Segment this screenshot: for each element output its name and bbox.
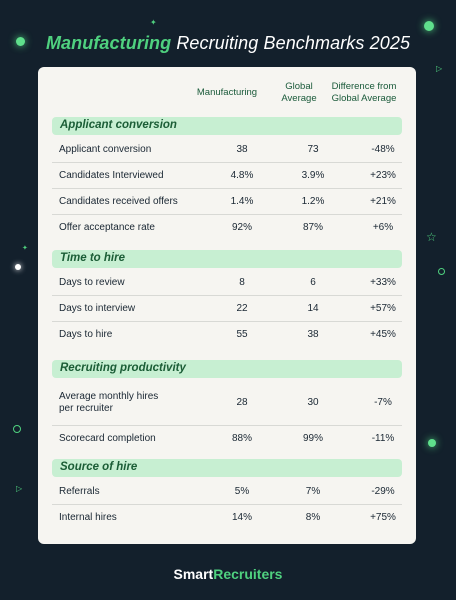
difference-value: +21%: [370, 195, 396, 207]
difference-value: +45%: [370, 328, 396, 340]
difference-value: -29%: [371, 485, 395, 497]
row-label: Offer acceptance rate: [59, 221, 155, 233]
row-label: Average monthly hires per recruiter: [59, 390, 159, 414]
manufacturing-value: 55: [236, 328, 248, 340]
manufacturing-value: 4.8%: [230, 169, 254, 181]
table-row: Scorecard completion 88% 99% -11%: [52, 426, 402, 451]
manufacturing-value: 8: [239, 276, 245, 288]
decor-glow-dot: [428, 439, 436, 447]
section-header: Time to hire: [52, 250, 402, 268]
global-value: 14: [307, 302, 319, 314]
global-value: 87%: [302, 221, 323, 233]
manufacturing-value: 14%: [231, 511, 252, 523]
table-row: Applicant conversion 38 73 -48%: [52, 137, 402, 163]
table-row: Average monthly hires per recruiter 28 30 -…: [52, 380, 402, 426]
row-label: Days to interview: [59, 302, 136, 314]
section-header: Applicant conversion: [52, 117, 402, 135]
column-header-manufacturing: Manufacturing: [196, 87, 258, 98]
row-label: Candidates received offers: [59, 195, 178, 207]
table-row: Internal hires 14% 8% +75%: [52, 505, 402, 530]
row-label: Candidates Interviewed: [59, 169, 164, 181]
column-header-global: Global Average: [281, 81, 317, 104]
page-title: Manufacturing Recruiting Benchmarks 2025: [0, 33, 456, 54]
manufacturing-value: 28: [236, 396, 248, 408]
global-value: 30: [307, 396, 319, 408]
table-row: Offer acceptance rate 92% 87% +6%: [52, 215, 402, 240]
brand-recruiters: Recruiters: [213, 566, 283, 582]
row-label: Referrals: [59, 485, 100, 497]
decor-sparkle-icon: ✦: [22, 245, 28, 252]
decor-ring: [13, 425, 21, 433]
row-label: Days to hire: [59, 328, 113, 340]
difference-value: +75%: [370, 511, 396, 523]
section-title: Time to hire: [60, 252, 125, 264]
global-value: 6: [310, 276, 316, 288]
difference-value: +23%: [370, 169, 396, 181]
section-header: Recruiting productivity: [52, 360, 402, 378]
decor-glow-dot: [16, 37, 25, 46]
global-value: 73: [307, 143, 319, 155]
manufacturing-value: 88%: [231, 432, 252, 444]
section-title: Recruiting productivity: [60, 362, 186, 374]
row-label: Days to review: [59, 276, 125, 288]
decor-glow-dot: [15, 264, 21, 270]
decor-ring: [438, 268, 445, 275]
footer-brand: SmartRecruiters: [0, 566, 456, 582]
global-value: 8%: [305, 511, 321, 523]
manufacturing-value: 1.4%: [230, 195, 254, 207]
column-header-difference: Difference from Global Average: [331, 81, 397, 104]
section-header: Source of hire: [52, 459, 402, 477]
brand-smart: Smart: [173, 566, 214, 582]
difference-value: -48%: [371, 143, 395, 155]
table-row: Days to interview 22 14 +57%: [52, 296, 402, 322]
section-title: Source of hire: [60, 461, 138, 473]
difference-value: -7%: [374, 396, 392, 408]
global-value: 3.9%: [301, 169, 325, 181]
benchmark-card: Manufacturing Global Average Difference …: [38, 67, 416, 544]
table-row: Candidates Interviewed 4.8% 3.9% +23%: [52, 163, 402, 189]
row-label: Internal hires: [59, 511, 117, 523]
difference-value: -11%: [371, 432, 395, 444]
table-row: Days to review 8 6 +33%: [52, 270, 402, 296]
title-rest: Recruiting Benchmarks 2025: [171, 33, 411, 53]
table-row: Candidates received offers 1.4% 1.2% +21%: [52, 189, 402, 215]
global-value: 38: [307, 328, 319, 340]
row-label: Applicant conversion: [59, 143, 152, 155]
global-value: 7%: [305, 485, 321, 497]
global-value: 1.2%: [301, 195, 325, 207]
section-title: Applicant conversion: [60, 119, 177, 131]
decor-star-icon: ☆: [426, 230, 437, 244]
difference-value: +33%: [370, 276, 396, 288]
title-highlight: Manufacturing: [45, 33, 172, 53]
row-label: Scorecard completion: [59, 432, 156, 444]
manufacturing-value: 92%: [231, 221, 252, 233]
manufacturing-value: 22: [236, 302, 248, 314]
manufacturing-value: 38: [236, 143, 248, 155]
difference-value: +6%: [372, 221, 394, 233]
decor-play-icon: ▷: [436, 64, 443, 73]
decor-glow-dot: [424, 21, 434, 31]
decor-play-icon: ▷: [16, 484, 23, 493]
manufacturing-value: 5%: [234, 485, 250, 497]
table-row: Days to hire 55 38 +45%: [52, 322, 402, 347]
difference-value: +57%: [370, 302, 396, 314]
table-row: Referrals 5% 7% -29%: [52, 479, 402, 505]
decor-sparkle-icon: ✦: [150, 18, 157, 27]
global-value: 99%: [302, 432, 323, 444]
